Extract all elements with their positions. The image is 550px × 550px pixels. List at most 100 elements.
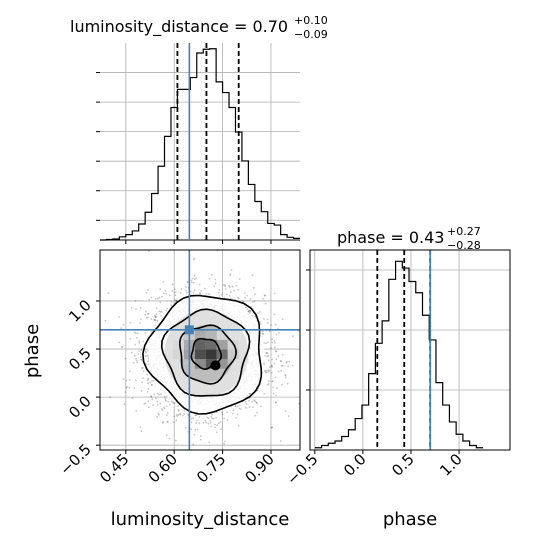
scatter-point [154,319,157,322]
scatter-point [147,382,149,385]
scatter-point [273,362,276,365]
scatter-point [270,426,273,429]
scatter-point [198,283,201,286]
scatter-point [153,393,156,396]
scatter-point [177,413,180,416]
ld-histogram-steps [100,48,300,241]
scatter-point [193,274,196,277]
scatter-point [229,291,232,293]
scatter-point [261,333,264,335]
scatter-point [259,311,261,313]
scatter-point [198,416,201,418]
scatter-point [237,425,240,427]
scatter-point [147,316,149,319]
scatter-point [147,388,150,390]
scatter-point [274,376,277,379]
scatter-point [199,293,202,296]
scatter-point [142,340,145,343]
scatter-xtick-label: 0.60 [145,450,181,486]
scatter-density-cell [194,330,206,340]
scatter-contour [142,294,263,415]
scatter-point [263,294,266,297]
scatter-point [150,384,153,386]
scatter-point [118,316,120,318]
scatter-point [174,294,177,297]
scatter-point [166,414,168,416]
scatter-point [264,302,267,305]
scatter-point [140,430,143,432]
scatter-density-cell [227,349,239,360]
scatter-point [271,426,274,429]
phase-xtick-label: 1.0 [436,450,466,480]
scatter-point [161,295,164,298]
scatter-point [268,370,271,372]
scatter-point [215,411,218,414]
scatter-point [212,417,215,420]
scatter-point [273,340,276,342]
scatter-point [146,354,149,357]
scatter-point [270,365,273,368]
scatter-point [253,300,256,303]
scatter-point [229,273,232,275]
scatter-point [270,364,273,367]
scatter-point [267,359,270,361]
scatter-point [236,413,239,416]
scatter-point [134,300,137,302]
scatter-point [238,404,241,406]
scatter-point [166,421,169,423]
scatter-point [264,342,267,345]
scatter-point [229,286,231,289]
scatter-point [264,371,267,374]
scatter-point [159,301,162,304]
scatter-panel: 0.45 0.60 0.75 0.90 −0.5 0.0 0.5 1.0 luminosit… [22,249,300,530]
scatter-point [263,393,266,395]
scatter-point [259,321,262,323]
scatter-point [185,289,188,292]
scatter-point [252,286,255,289]
scatter-point [249,392,252,395]
scatter-point [122,323,125,326]
scatter-point [267,383,270,385]
scatter-density-cell [216,330,228,340]
scatter-point [140,390,143,392]
scatter-point [172,401,175,404]
scatter-xticks: 0.45 0.60 0.75 0.90 [96,450,278,486]
scatter-truth-marker [184,325,194,335]
scatter-point [230,297,232,300]
scatter-point [118,341,121,344]
scatter-point [135,409,138,412]
phase-quantile-lines [376,250,432,450]
scatter-point [140,358,143,361]
scatter-point [147,364,150,366]
scatter-point [107,292,110,294]
phase-xticks: −0.5 0.0 0.5 1.0 [283,450,466,489]
scatter-point [165,292,168,295]
scatter-ytick-label: 0.5 [65,344,95,374]
scatter-point [150,379,153,382]
scatter-point [210,425,213,428]
scatter-point [142,377,145,380]
scatter-point [211,413,214,416]
scatter-point [281,383,284,386]
scatter-point [238,407,241,410]
scatter-density-cell [216,339,228,350]
scatter-point [226,419,229,421]
scatter-point [137,353,140,356]
ld-histogram-panel: luminosity_distance = 0.70 +0.10 −0.09 [70,14,328,244]
scatter-point [139,356,142,358]
scatter-point [192,258,195,261]
scatter-point [217,291,220,294]
scatter-peak-marker [210,360,221,371]
scatter-point [160,310,163,313]
scatter-point [272,392,275,395]
scatter-point [157,412,160,415]
scatter-point [124,391,127,394]
scatter-point [129,337,132,340]
scatter-point [192,281,195,284]
scatter-point [185,286,187,288]
scatter-point [145,316,148,319]
scatter-point [248,399,250,402]
scatter-point [176,299,178,301]
scatter-point [164,399,167,401]
scatter-point [150,318,153,320]
